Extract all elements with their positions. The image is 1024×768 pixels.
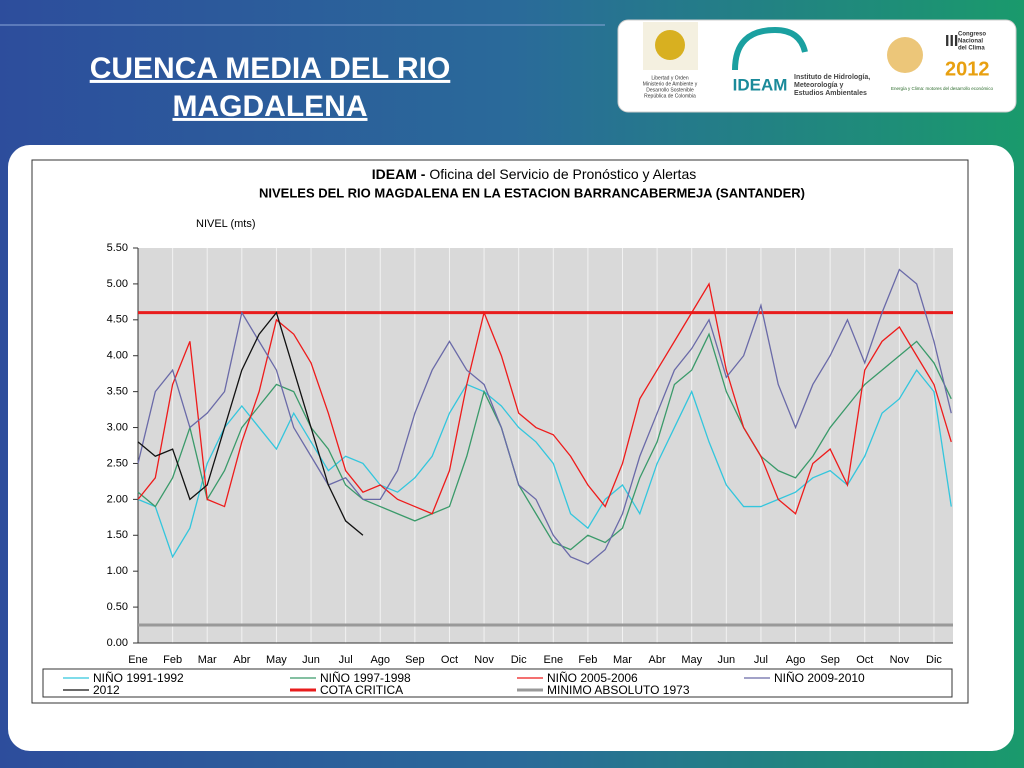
x-tick-label: Feb [163,654,182,666]
logo-text: Nacional [958,39,983,45]
x-tick-label: Jun [302,654,320,666]
x-tick-label: Oct [441,654,458,666]
ideam-logo [732,26,808,71]
logo-text: del Clima [958,46,985,52]
x-tick-label: Abr [649,654,666,666]
x-tick-label: Dic [926,654,942,666]
x-tick-label: Oct [856,654,873,666]
y-tick-label: 0.00 [107,637,128,649]
coat-of-arms [655,30,685,60]
y-tick-label: 3.00 [107,421,128,433]
y-tick-label: 3.50 [107,386,128,398]
logo-text: III [945,33,958,50]
x-tick-label: Nov [890,654,910,666]
x-tick-label: Feb [578,654,597,666]
y-tick-label: 4.50 [107,314,128,326]
x-tick-label: Nov [474,654,494,666]
chart-title: IDEAM - Oficina del Servicio de Pronósti… [372,166,696,182]
x-tick-label: Ago [370,654,390,666]
y-axis-label: NIVEL (mts) [196,218,256,230]
y-tick-label: 0.50 [107,601,128,613]
y-tick-label: 4.00 [107,350,128,362]
x-tick-label: Jul [339,654,353,666]
x-tick-label: Sep [405,654,425,666]
plot-area [138,248,953,643]
logo-text: IDEAM [733,75,788,94]
y-tick-label: 5.00 [107,278,128,290]
congress-logo [887,37,923,73]
legend-label: 2012 [93,683,120,697]
series-line [137,268,952,565]
x-tick-label: Dic [511,654,527,666]
y-tick-label: 2.50 [107,457,128,469]
legend-label: NIÑO 1991-1992 [93,671,184,685]
x-tick-label: Abr [233,654,250,666]
series-line [137,282,952,515]
x-tick-label: Ene [543,654,563,666]
logo-text: Energía y Clima: motores del desarrollo … [891,86,994,91]
x-tick-label: Sep [820,654,840,666]
y-tick-label: 1.50 [107,529,128,541]
logo-text: Desarrollo Sostenible [646,87,694,93]
x-tick-label: Ene [128,654,148,666]
x-tick-label: Ago [786,654,806,666]
logo-text: Libertad y Orden [651,75,688,81]
chart-title: Oficina del Servicio de Pronóstico y Ale… [425,166,696,182]
logo-text: Estudios Ambientales [794,90,867,97]
legend-label: MINIMO ABSOLUTO 1973 [547,683,690,697]
logo-text: 2012 [945,58,990,80]
y-tick-label: 1.00 [107,565,128,577]
x-tick-label: May [266,654,287,666]
series-line [137,368,952,559]
logo-text: Instituto de Hidrología, [794,74,870,81]
legend-label: NIÑO 2009-2010 [774,671,865,685]
x-tick-label: Mar [613,654,632,666]
y-tick-label: 2.00 [107,493,128,505]
series-line [137,332,952,551]
series-line [137,311,364,536]
legend [42,668,953,698]
x-tick-label: Jun [717,654,735,666]
legend-label: NIÑO 1997-1998 [320,671,411,685]
legend-label: NIÑO 2005-2006 [547,671,638,685]
x-tick-label: Mar [198,654,217,666]
logo-text: Meteorología y [794,82,844,89]
chart-subtitle: NIVELES DEL RIO MAGDALENA EN LA ESTACION… [259,185,805,200]
heading: MAGDALENA [173,90,368,123]
logo-text: Congreso [958,32,986,38]
heading: CUENCA MEDIA DEL RIO [90,52,451,85]
legend-label: COTA CRITICA [320,683,403,697]
x-tick-label: May [681,654,702,666]
chart-title-org: IDEAM - [372,166,426,182]
logo-text: Ministerio de Ambiente y [643,81,698,87]
logo-text: República de Colombia [644,93,696,99]
y-tick-label: 5.50 [107,242,128,254]
x-tick-label: Jul [754,654,768,666]
